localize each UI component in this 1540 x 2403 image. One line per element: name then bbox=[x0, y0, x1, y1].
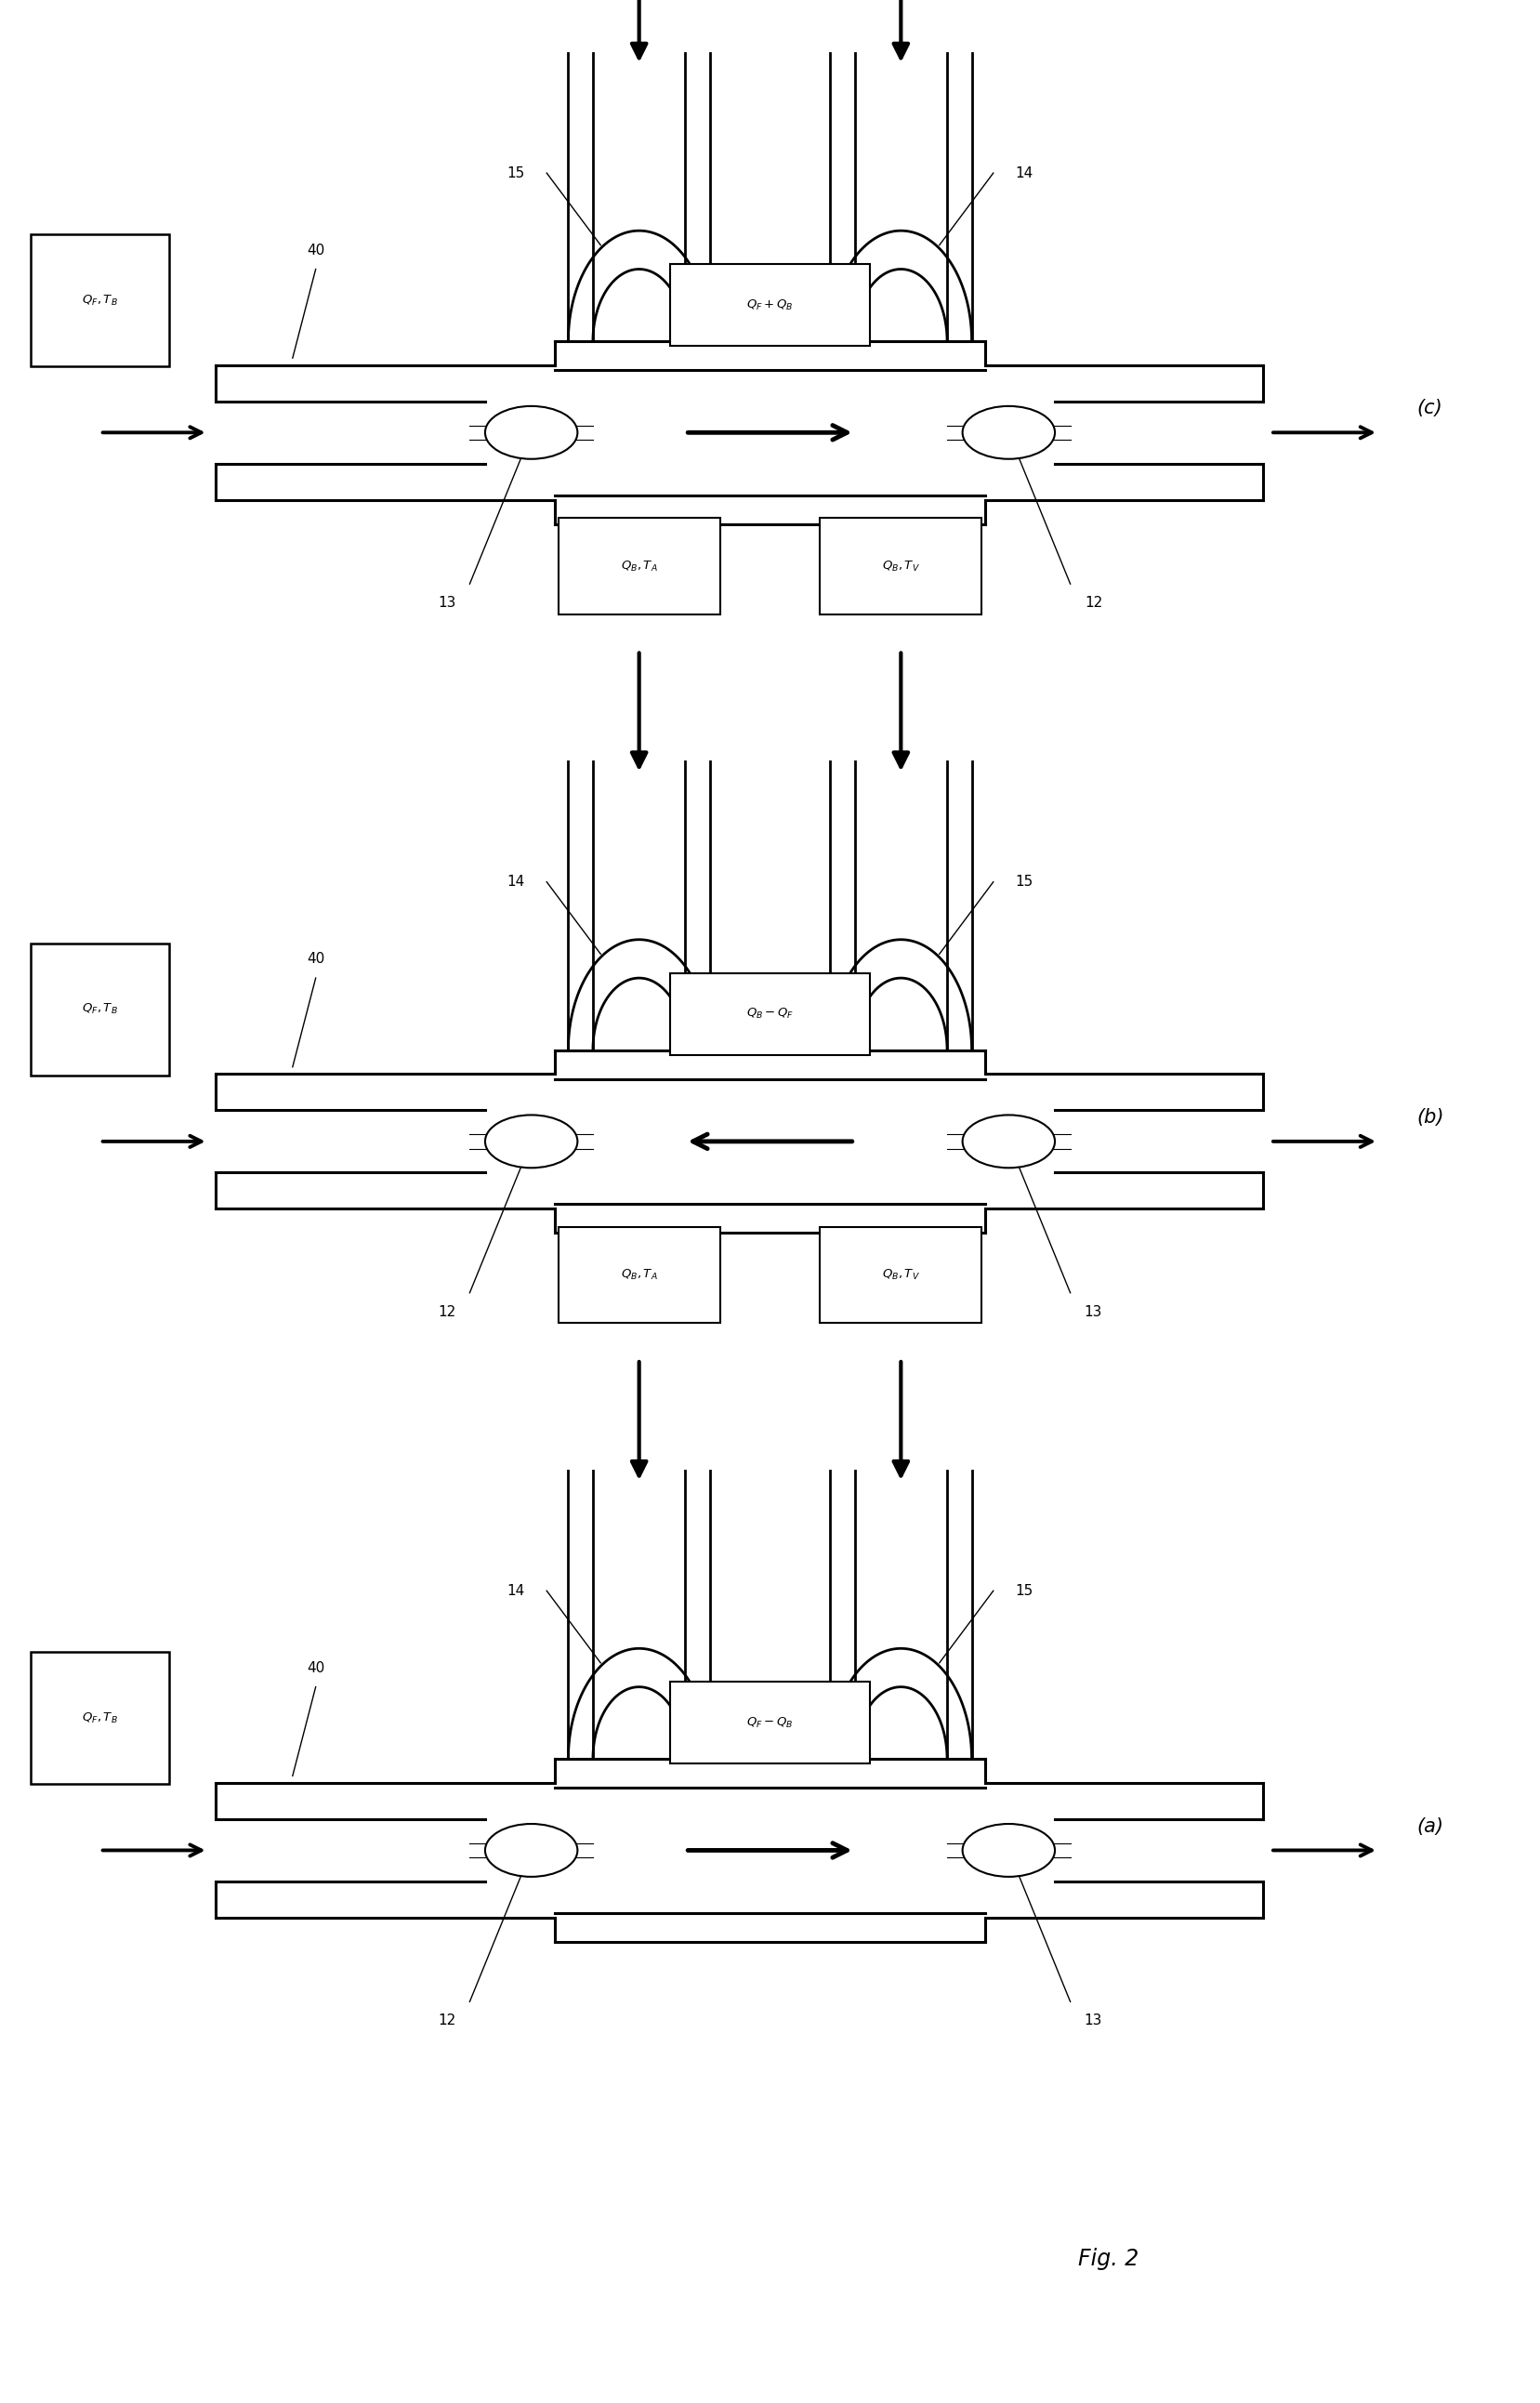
Bar bbox=[31, 1653, 169, 1783]
Ellipse shape bbox=[962, 406, 1055, 459]
Text: $Q_B, T_V$: $Q_B, T_V$ bbox=[882, 1269, 919, 1283]
Text: $Q_B-Q_F$: $Q_B-Q_F$ bbox=[747, 1007, 793, 1021]
Ellipse shape bbox=[485, 1115, 578, 1168]
Bar bbox=[559, 519, 721, 615]
Bar bbox=[559, 1228, 721, 1324]
Text: 12: 12 bbox=[437, 2014, 456, 2028]
Text: $Q_B, T_A$: $Q_B, T_A$ bbox=[621, 1269, 658, 1283]
Text: 40: 40 bbox=[306, 952, 325, 966]
Text: 14: 14 bbox=[1015, 166, 1033, 180]
Text: (a): (a) bbox=[1417, 1817, 1445, 1836]
Bar bbox=[31, 235, 169, 368]
Text: 12: 12 bbox=[437, 1305, 456, 1319]
Text: 13: 13 bbox=[437, 596, 456, 610]
Text: 14: 14 bbox=[507, 875, 525, 889]
Bar bbox=[31, 942, 169, 1074]
Bar bbox=[670, 264, 870, 346]
Text: 13: 13 bbox=[1084, 2014, 1103, 2028]
Bar bbox=[819, 519, 983, 615]
Ellipse shape bbox=[485, 1824, 578, 1877]
Text: 15: 15 bbox=[1015, 1584, 1033, 1598]
Text: $Q_B, T_V$: $Q_B, T_V$ bbox=[882, 560, 919, 574]
Text: $Q_F+Q_B$: $Q_F+Q_B$ bbox=[747, 298, 793, 312]
Text: $Q_F, T_B$: $Q_F, T_B$ bbox=[82, 1002, 119, 1016]
Bar bbox=[670, 973, 870, 1055]
Ellipse shape bbox=[962, 1824, 1055, 1877]
Ellipse shape bbox=[485, 406, 578, 459]
Text: $Q_B, T_A$: $Q_B, T_A$ bbox=[621, 560, 658, 574]
Text: $Q_F, T_B$: $Q_F, T_B$ bbox=[82, 1711, 119, 1725]
Text: $Q_F-Q_B$: $Q_F-Q_B$ bbox=[747, 1716, 793, 1730]
Text: Fig. 2: Fig. 2 bbox=[1078, 2247, 1140, 2271]
Text: (b): (b) bbox=[1417, 1108, 1445, 1127]
Text: 12: 12 bbox=[1084, 596, 1103, 610]
Ellipse shape bbox=[962, 1115, 1055, 1168]
Text: 14: 14 bbox=[507, 1584, 525, 1598]
Text: 15: 15 bbox=[507, 166, 525, 180]
Text: (c): (c) bbox=[1417, 399, 1443, 418]
Text: $Q_F, T_B$: $Q_F, T_B$ bbox=[82, 293, 119, 308]
Text: 15: 15 bbox=[1015, 875, 1033, 889]
Text: 40: 40 bbox=[306, 243, 325, 257]
Bar bbox=[819, 1228, 983, 1324]
Bar bbox=[670, 1682, 870, 1764]
Text: 13: 13 bbox=[1084, 1305, 1103, 1319]
Text: 40: 40 bbox=[306, 1660, 325, 1675]
